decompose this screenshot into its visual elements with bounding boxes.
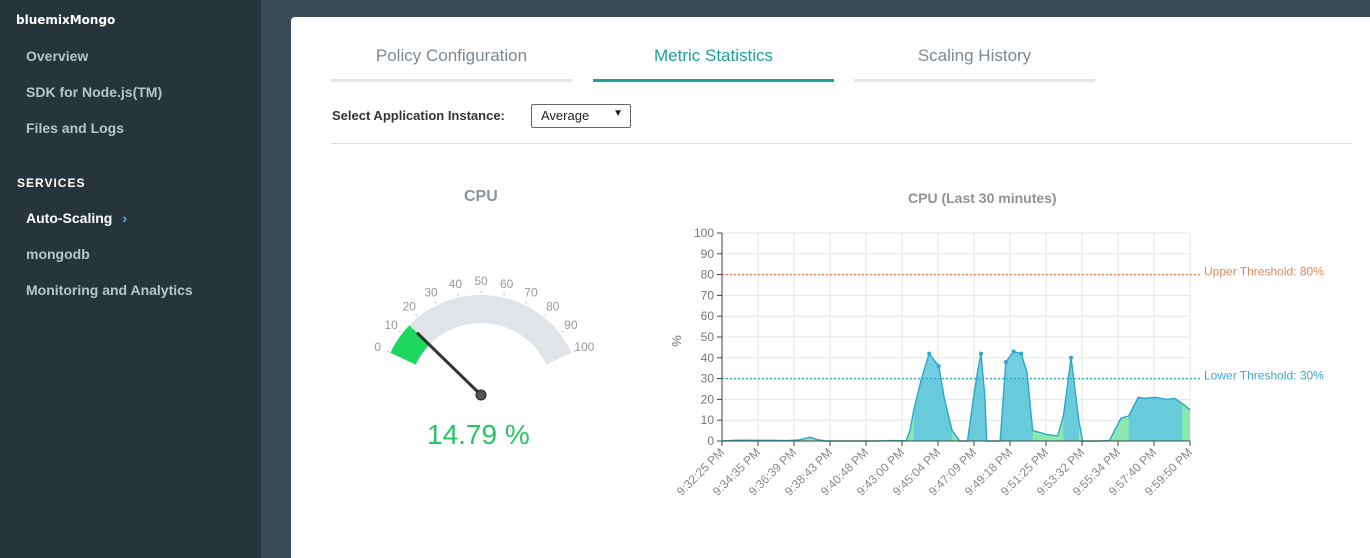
gauge-tick-label: 30 <box>424 286 438 300</box>
tab-underline <box>854 79 1095 82</box>
threshold-label: Lower Threshold: 30% <box>1204 369 1324 383</box>
series-area-below-threshold <box>722 378 1190 441</box>
y-tick-label: 40 <box>701 351 715 365</box>
gauge-tick-label: 80 <box>546 299 560 313</box>
main-panel: Policy Configuration Metric Statistics S… <box>291 17 1370 558</box>
gauge-needle <box>416 332 483 397</box>
tab-underline <box>331 79 572 82</box>
tab-label: Scaling History <box>917 46 1032 65</box>
gauge-tick-mark <box>544 313 547 317</box>
y-tick-label: 20 <box>701 392 715 406</box>
y-tick-label: 60 <box>701 309 715 323</box>
gauge-tick-mark <box>525 301 528 304</box>
y-tick-label: 90 <box>701 247 715 261</box>
sidebar: bluemixMongo Overview SDK for Node.js(TM… <box>0 0 261 558</box>
gauge-tick-label: 20 <box>403 299 417 313</box>
content-gutter <box>261 0 291 558</box>
gauge-tick-mark <box>398 330 401 333</box>
chart-grid <box>721 232 1191 442</box>
y-axis-label: % <box>669 335 684 347</box>
instance-label: Select Application Instance: <box>332 108 505 123</box>
dropdown-arrow-icon: ▼ <box>613 108 623 119</box>
data-point <box>1003 359 1008 364</box>
gauge-hub <box>475 389 487 401</box>
instance-select[interactable]: Average ▼ <box>531 104 631 128</box>
gauge-tick-labels: 010 20 30 40 50 60 70 80 90 100 <box>374 274 594 354</box>
app-name: bluemixMongo <box>16 13 116 27</box>
sidebar-item-files-and-logs[interactable]: Files and Logs <box>26 120 125 136</box>
y-tick-label: 10 <box>701 413 715 427</box>
sidebar-item-overview[interactable]: Overview <box>26 48 89 64</box>
gauge-track <box>390 295 572 365</box>
y-tick-label: 30 <box>701 372 715 386</box>
gauge-value: 14.79 % <box>427 419 530 450</box>
data-point <box>1011 349 1016 354</box>
data-point <box>1069 355 1074 360</box>
sidebar-item-auto-scaling[interactable]: Auto-Scaling › <box>26 210 127 226</box>
gauge-tick-label: 10 <box>384 318 398 332</box>
threshold-label: Upper Threshold: 80% <box>1204 265 1324 279</box>
sidebar-item-mongodb[interactable]: mongodb <box>26 246 90 262</box>
divider <box>331 143 1351 144</box>
cpu-line-chart: Upper Threshold: 80% Lower Threshold: 30%… <box>669 226 1324 499</box>
gauge-fill <box>390 325 430 365</box>
gauge-tick-label: 60 <box>500 277 514 291</box>
tab-underline <box>593 79 834 82</box>
gauge-tick-label: 70 <box>524 286 538 300</box>
gauge-tick-mark <box>561 330 564 333</box>
services-heading: SERVICES <box>17 176 86 190</box>
tab-policy-configuration[interactable]: Policy Configuration <box>331 17 572 82</box>
gauge-tick-label: 40 <box>449 277 463 291</box>
data-point <box>927 351 932 356</box>
gauge-title: CPU <box>464 188 498 205</box>
data-point <box>936 364 941 369</box>
chart-title: CPU (Last 30 minutes) <box>908 190 1057 206</box>
y-tick-label: 70 <box>701 288 715 302</box>
sidebar-item-label: Auto-Scaling <box>26 210 113 226</box>
gauge-tick-mark <box>434 301 437 304</box>
cpu-gauge: 010 20 30 40 50 60 70 80 90 100 <box>374 274 595 401</box>
chart-areas <box>721 349 1191 442</box>
series-area-above-threshold <box>1000 351 1033 441</box>
chart-thresholds: Upper Threshold: 80% Lower Threshold: 30% <box>722 265 1324 383</box>
sidebar-item-sdk[interactable]: SDK for Node.js(TM) <box>26 84 163 100</box>
y-tick-label: 50 <box>701 330 715 344</box>
tab-scaling-history[interactable]: Scaling History <box>854 17 1095 82</box>
gauge-tick-mark <box>415 313 418 317</box>
gauge-tick-mark <box>386 350 389 353</box>
series-area-above-threshold <box>967 353 987 441</box>
gauge-tick-label: 90 <box>564 318 578 332</box>
data-point <box>978 351 983 356</box>
sidebar-item-monitoring[interactable]: Monitoring and Analytics <box>26 282 193 298</box>
y-tick-label: 100 <box>694 226 714 240</box>
gauge-tick-label: 50 <box>474 274 488 288</box>
y-tick-label: 80 <box>701 268 715 282</box>
tab-label: Policy Configuration <box>375 46 528 65</box>
tab-label: Metric Statistics <box>653 46 774 65</box>
gauge-tick-label: 100 <box>574 340 594 354</box>
series-area-above-threshold <box>1128 397 1183 441</box>
series-spikes <box>913 351 1183 441</box>
gauge-tick-mark <box>573 350 576 353</box>
chevron-right-icon: › <box>122 210 128 226</box>
data-point <box>1019 351 1024 356</box>
series-area-above-threshold <box>913 353 953 441</box>
gauge-tick-label: 0 <box>374 340 381 354</box>
series-area-above-threshold <box>1063 357 1079 441</box>
tab-metric-statistics[interactable]: Metric Statistics <box>593 17 834 82</box>
instance-selected-value: Average <box>541 108 590 123</box>
y-tick-label: 0 <box>707 434 714 448</box>
